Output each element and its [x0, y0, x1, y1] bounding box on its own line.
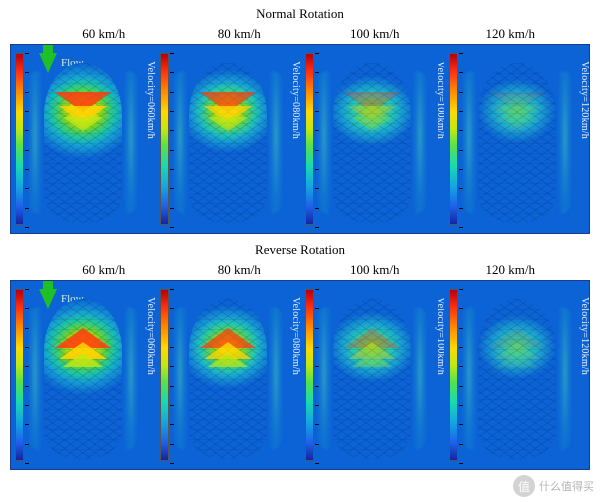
tire-heatmap [189, 299, 267, 459]
speed-labels-top: 60 km/h 80 km/h 100 km/h 120 km/h [10, 26, 590, 42]
figure-container: Normal Rotation 60 km/h 80 km/h 100 km/h… [0, 0, 600, 470]
heatmap-panel: Velocity=100km/h [300, 45, 445, 233]
heatmap-panel: Velocity=120km/h [444, 45, 589, 233]
panel-row-normal: FlowVelocity=060km/hVelocity=080km/hVelo… [10, 44, 590, 234]
section-title-normal: Normal Rotation [10, 6, 590, 22]
heatmap-panel: Velocity=080km/h [155, 45, 300, 233]
velocity-label: Velocity=120km/h [580, 61, 591, 139]
heatmap-panel: FlowVelocity=060km/h [11, 45, 155, 233]
watermark-text: 什么值得买 [539, 478, 594, 494]
speed-label: 60 km/h [36, 262, 172, 278]
colorbar [449, 53, 458, 225]
speed-label: 100 km/h [307, 26, 443, 42]
heatmap-panel: Velocity=080km/h [155, 281, 300, 469]
tire-heatmap [478, 63, 556, 223]
velocity-label: Velocity=120km/h [580, 297, 591, 375]
colorbar [160, 53, 169, 225]
speed-label: 60 km/h [36, 26, 172, 42]
tire-heatmap [333, 299, 411, 459]
speed-labels-bottom: 60 km/h 80 km/h 100 km/h 120 km/h [10, 262, 590, 278]
colorbar [15, 289, 24, 461]
heatmap-panel: Velocity=120km/h [444, 281, 589, 469]
colorbar [160, 289, 169, 461]
speed-label: 100 km/h [307, 262, 443, 278]
speed-label: 80 km/h [172, 262, 308, 278]
tire-heatmap [44, 299, 122, 459]
colorbar [15, 53, 24, 225]
speed-label: 120 km/h [443, 262, 579, 278]
tire-heatmap [44, 63, 122, 223]
colorbar [449, 289, 458, 461]
colorbar [305, 53, 314, 225]
tire-heatmap [478, 299, 556, 459]
colorbar [305, 289, 314, 461]
section-title-reverse: Reverse Rotation [10, 242, 590, 258]
speed-label: 120 km/h [443, 26, 579, 42]
watermark: 值 什么值得买 [513, 475, 594, 497]
tire-heatmap [189, 63, 267, 223]
heatmap-panel: Velocity=100km/h [300, 281, 445, 469]
heatmap-panel: FlowVelocity=060km/h [11, 281, 155, 469]
tire-heatmap [333, 63, 411, 223]
speed-label: 80 km/h [172, 26, 308, 42]
panel-row-reverse: FlowVelocity=060km/hVelocity=080km/hVelo… [10, 280, 590, 470]
watermark-icon: 值 [513, 475, 535, 497]
